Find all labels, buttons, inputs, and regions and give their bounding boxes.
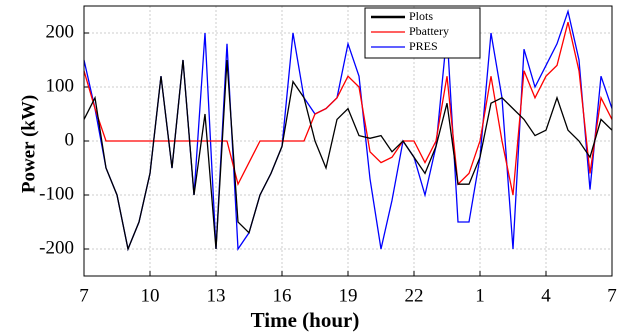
x-tick-label: 22 [405,285,424,306]
y-tick-label: 0 [65,129,75,150]
series-line [83,59,613,252]
x-tick-label: 19 [339,285,358,306]
x-tick-label: 7 [607,285,617,306]
legend-label: Pbattery [409,24,449,38]
y-tick-label: -100 [39,183,74,204]
y-axis-label: Power (kW) [18,95,39,193]
x-tick-label: 7 [79,285,89,306]
x-tick-label: 10 [141,285,160,306]
series-line [83,22,613,196]
x-tick-label: 4 [541,285,551,306]
x-axis-label: Time (hour) [251,308,360,332]
plot-frame [83,5,613,277]
x-tick-label: 1 [475,285,485,306]
legend-label: PRES [409,39,438,53]
legend-label: Plots [409,9,433,23]
y-tick-label: 200 [46,21,75,42]
y-tick-label: -200 [39,237,74,258]
x-tick-label: 13 [207,285,226,306]
x-tick-label: 16 [273,285,292,306]
y-tick-label: 100 [46,75,75,96]
